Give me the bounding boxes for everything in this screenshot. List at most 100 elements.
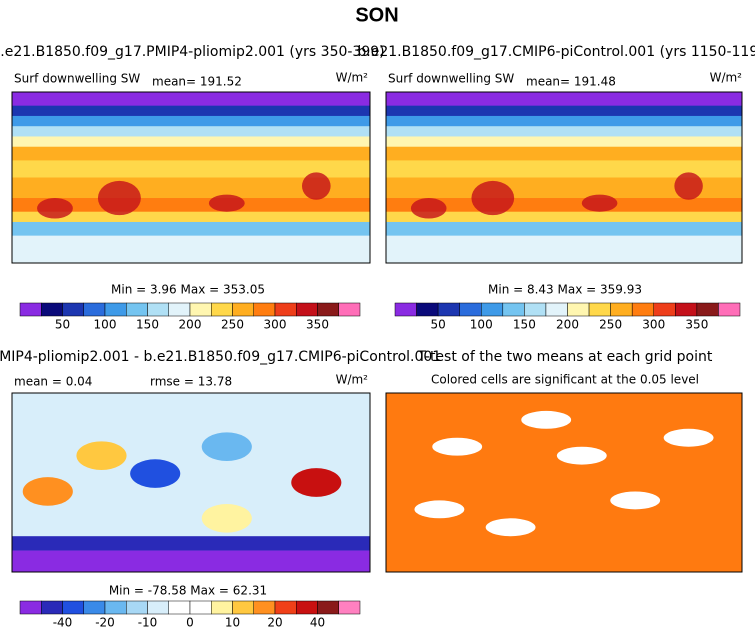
colorbar-box	[675, 302, 698, 317]
colorbar-label: 20	[267, 616, 282, 630]
map	[11, 392, 371, 573]
map-band	[12, 146, 370, 161]
colorbar-box	[41, 302, 63, 317]
min-max: Min = 3.96 Max = 353.05	[111, 283, 265, 297]
map	[11, 91, 371, 264]
map-band	[12, 235, 370, 264]
min-max: Min = 8.43 Max = 359.93	[488, 283, 642, 297]
map-band	[12, 221, 370, 237]
colorbar-box	[653, 302, 676, 317]
colorbar-label: 250	[599, 318, 622, 332]
variable-label: Surf downwelling SW	[388, 72, 514, 86]
map-blob	[674, 172, 703, 200]
map-band	[386, 92, 742, 107]
map-band	[386, 136, 742, 148]
colorbar-box	[696, 302, 719, 317]
units: W/m²	[710, 71, 743, 85]
colorbar-box	[211, 600, 233, 615]
units: W/m²	[336, 373, 369, 387]
colorbar-box	[274, 600, 297, 615]
map-blob	[556, 446, 607, 465]
panel-title: 09_g17.PMIP4-pliomip2.001 - b.e21.B1850.…	[0, 349, 441, 365]
colorbar-label: 100	[470, 318, 493, 332]
map-band	[386, 146, 742, 161]
colorbar-label: -20	[95, 616, 115, 630]
colorbar-box	[394, 302, 417, 317]
colorbar-box	[545, 302, 568, 317]
colorbar-box	[253, 302, 276, 317]
colorbar-box	[104, 600, 127, 615]
map-band	[12, 92, 370, 107]
variable-label: Surf downwelling SW	[14, 72, 140, 86]
colorbar-box	[317, 600, 339, 615]
colorbar: 50 100 150 200 250 300 350	[394, 302, 741, 332]
map-band	[386, 211, 742, 223]
colorbar-box	[296, 600, 318, 615]
map-band	[12, 136, 370, 148]
map-blob	[201, 432, 252, 462]
panel-title: T-test of the two means at each grid poi…	[417, 349, 713, 365]
colorbar-label: 150	[136, 318, 159, 332]
colorbar: -40 -20 -10 0 10 20 40	[19, 600, 361, 630]
colorbar-label: 50	[55, 318, 70, 332]
colorbar-box	[189, 302, 212, 317]
colorbar-label: 300	[264, 318, 287, 332]
figure-title: SON	[355, 4, 398, 26]
colorbar-box	[168, 600, 191, 615]
colorbar-box	[567, 302, 590, 317]
colorbar-box	[338, 302, 361, 317]
colorbar-box	[126, 302, 148, 317]
map-blob	[97, 180, 141, 216]
map-frame	[385, 91, 743, 264]
colorbar-box	[232, 600, 254, 615]
map-blob	[291, 468, 342, 497]
map-frame	[385, 392, 743, 573]
colorbar-label: 50	[430, 318, 445, 332]
colorbar-box	[416, 302, 439, 317]
map-band	[386, 105, 742, 117]
colorbar-label: 200	[179, 318, 202, 332]
map-blob	[471, 180, 515, 216]
map-band	[12, 211, 370, 223]
panel-title: b.e21.B1850.f09_g17.CMIP6-piControl.001 …	[357, 44, 755, 60]
colorbar-box	[126, 600, 148, 615]
map-band	[12, 536, 370, 551]
mean-label: mean= 191.48	[526, 75, 616, 89]
colorbar-box	[588, 302, 611, 317]
map	[385, 392, 743, 573]
colorbar-box	[459, 302, 482, 317]
map-blob	[610, 491, 661, 510]
map-band	[12, 550, 370, 572]
map-band	[386, 235, 742, 264]
colorbar-label: -40	[53, 616, 73, 630]
map-band	[386, 221, 742, 237]
map-blob	[521, 410, 572, 429]
map-blob	[432, 437, 483, 456]
map-blob	[208, 194, 245, 212]
colorbar-box	[19, 600, 42, 615]
colorbar-box	[631, 302, 654, 317]
map-blob	[130, 459, 181, 488]
map-band	[386, 126, 742, 137]
colorbar-label: 250	[221, 318, 244, 332]
colorbar-box	[232, 302, 254, 317]
colorbar-box	[19, 302, 42, 317]
colorbar-box	[147, 600, 169, 615]
map-band	[12, 126, 370, 137]
colorbar-label: 40	[310, 616, 325, 630]
map-band	[386, 160, 742, 178]
colorbar-box	[317, 302, 339, 317]
map-blob	[201, 503, 252, 533]
colorbar-box	[168, 302, 191, 317]
mean-label: mean = 0.04	[14, 375, 92, 389]
colorbar-box	[253, 600, 276, 615]
colorbar-box	[274, 302, 297, 317]
map-blob	[22, 477, 73, 506]
colorbar-label: 350	[306, 318, 329, 332]
colorbar-label: -10	[138, 616, 158, 630]
map-blob	[301, 172, 331, 200]
colorbar-box	[437, 302, 460, 317]
map-frame	[11, 91, 371, 264]
colorbar-label: 150	[513, 318, 536, 332]
